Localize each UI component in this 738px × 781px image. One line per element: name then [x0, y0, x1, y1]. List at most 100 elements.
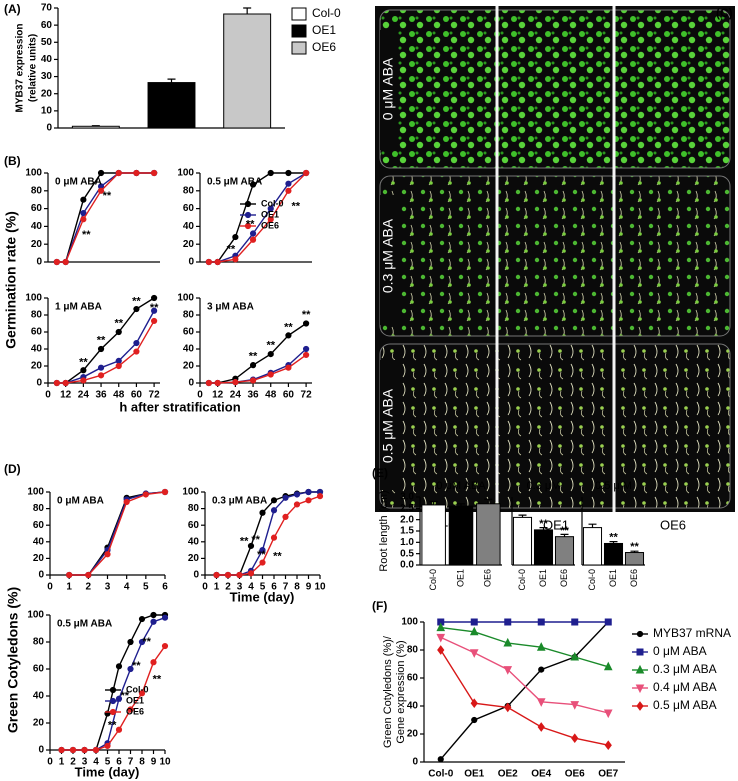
series-point	[97, 345, 105, 353]
annotation: **	[153, 674, 162, 686]
series-point	[151, 169, 158, 177]
x-tick-label: 0	[197, 390, 203, 401]
series-point	[97, 169, 105, 177]
series-point	[470, 698, 478, 709]
series-point	[151, 317, 158, 325]
annotation: **	[284, 322, 293, 334]
x-tick-label: 24	[230, 390, 242, 401]
error-bar	[243, 7, 252, 14]
series-point	[69, 746, 77, 754]
y-tick-label: 70	[41, 3, 53, 14]
bar	[512, 516, 533, 566]
y-tick-label: 10	[41, 105, 53, 116]
series-point	[66, 571, 73, 579]
x-tick-label: 7	[283, 582, 289, 593]
series-point	[142, 491, 149, 498]
panel-label: (C)	[716, 6, 733, 20]
y-tick-label: 100	[177, 293, 194, 304]
series-point	[437, 645, 445, 655]
annotation: **	[266, 340, 275, 352]
y-tick-label: 80	[183, 310, 195, 321]
y-tick-label: 20	[183, 361, 195, 372]
x-tick-label: 7	[128, 757, 134, 768]
series-point	[437, 756, 444, 763]
x-tick-label: 4	[93, 757, 99, 768]
series-point	[62, 258, 69, 266]
y-tick-label: 0	[188, 257, 194, 268]
series-point	[305, 497, 312, 504]
annotation: **	[630, 541, 639, 553]
legend-label: Col-0	[312, 6, 341, 20]
series-point	[80, 209, 87, 217]
x-tick-label: Col-0	[517, 569, 527, 591]
annotation: **	[273, 551, 282, 563]
x-tick-label: 8	[294, 582, 300, 593]
bar	[421, 504, 446, 566]
annotation: **	[227, 243, 236, 255]
y-tick-label: 80	[31, 310, 43, 321]
column-label: OE6	[660, 517, 686, 532]
x-tick-label: OE2	[498, 769, 518, 780]
y-axis-label: Germination rate (%)	[3, 211, 19, 349]
series-point	[150, 618, 157, 625]
legend-label: OE1	[312, 23, 336, 37]
legend-swatch	[291, 7, 307, 21]
legend-label: OE6	[126, 706, 144, 716]
x-tick-label: 10	[159, 757, 171, 768]
x-tick-label: 9	[151, 757, 157, 768]
x-tick-label: Col-0	[428, 569, 438, 591]
y-tick-label: 100	[25, 168, 42, 179]
series-point	[205, 379, 212, 387]
series-point	[127, 665, 134, 673]
series-point	[249, 181, 257, 188]
x-tick-label: 48	[265, 390, 277, 401]
x-tick-label: OE1	[455, 569, 465, 587]
annotation: **	[120, 690, 129, 702]
y-tick-label: 60	[33, 664, 45, 675]
y-tick-label: 40	[183, 221, 195, 232]
legend-marker	[109, 686, 117, 694]
series-point	[213, 571, 220, 579]
annotation: **	[251, 534, 260, 546]
series-point	[80, 216, 87, 223]
label-backdrop	[380, 360, 398, 490]
series-point	[80, 196, 87, 203]
series-point	[504, 618, 512, 626]
panel-label: (F)	[372, 599, 387, 613]
legend-marker	[636, 701, 644, 711]
y-tick-label: 0	[193, 570, 199, 581]
series-point	[282, 513, 289, 521]
series-point	[285, 364, 292, 371]
series-point	[471, 716, 478, 724]
y-axis-label: MYB37 expression	[15, 24, 26, 113]
y-tick-label: 0.0	[400, 560, 414, 571]
annotation: **	[302, 309, 311, 321]
row-label: 0 μM ABA	[380, 57, 396, 120]
series-point	[571, 733, 579, 744]
series-point	[232, 379, 239, 386]
annotation: **	[240, 536, 249, 548]
series-point	[293, 501, 301, 508]
x-tick-label: 72	[149, 390, 161, 401]
series-point	[270, 497, 278, 504]
legend-marker	[109, 697, 117, 705]
row-label: 0.5 μM ABA	[380, 388, 396, 463]
annotation: **	[257, 549, 266, 561]
x-tick-label: OE1	[538, 569, 548, 587]
annotation: **	[97, 334, 106, 346]
series-point	[536, 698, 546, 707]
series-point	[80, 367, 87, 374]
x-tick-label: 36	[247, 390, 259, 401]
y-tick-label: 80	[33, 637, 45, 648]
annotation: **	[103, 190, 112, 202]
series-line	[216, 495, 321, 576]
series-point	[115, 663, 123, 670]
series-point	[570, 651, 580, 661]
y-tick-label: 20	[188, 553, 200, 564]
series-point	[151, 307, 158, 314]
legend-label: OE1	[126, 695, 144, 705]
x-tick-label: 8	[139, 757, 145, 768]
series-point	[150, 611, 157, 619]
legend-marker	[244, 222, 252, 230]
error-bar	[588, 523, 597, 528]
